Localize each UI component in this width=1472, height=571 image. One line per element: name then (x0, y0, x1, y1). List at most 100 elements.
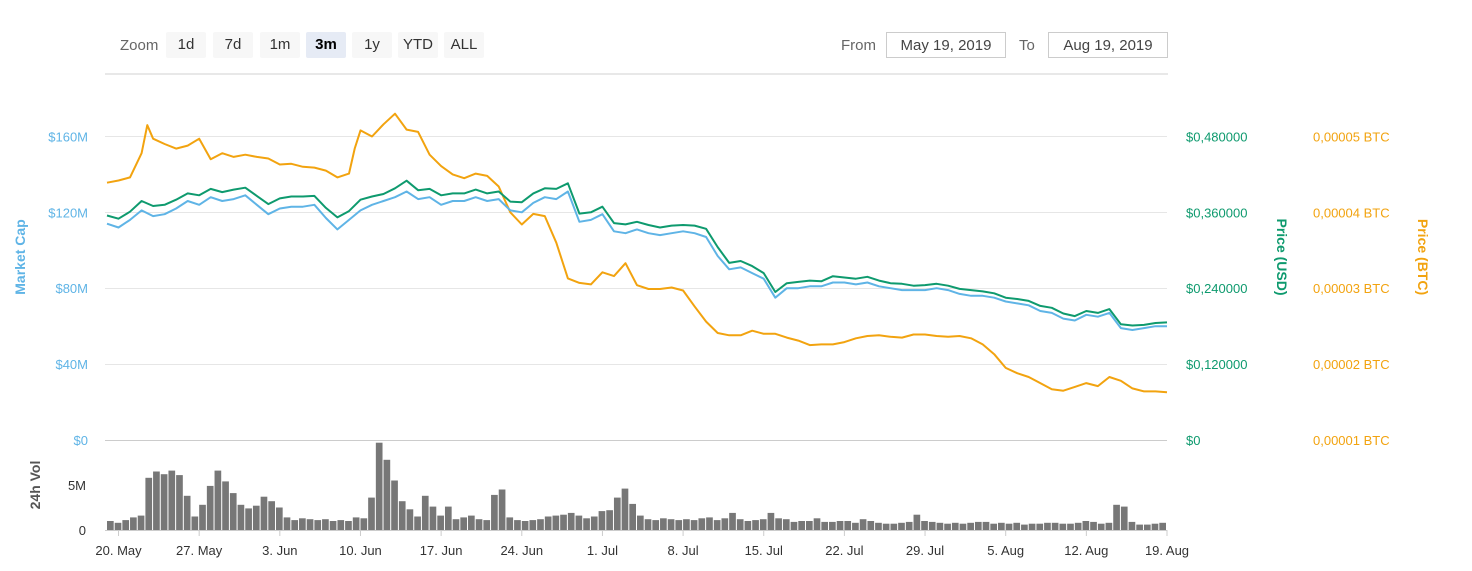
volume-bar (714, 520, 721, 530)
volume-bar (775, 518, 782, 530)
volume-bar (130, 517, 137, 530)
volume-bar (522, 521, 529, 530)
volume-bar (276, 508, 283, 531)
volume-bar (514, 520, 521, 530)
volume-bar (867, 521, 874, 530)
volume-bar (898, 523, 905, 530)
volume-bar (499, 490, 506, 531)
x-tick-label: 12. Aug (1064, 543, 1108, 558)
volume-bar (729, 513, 736, 530)
price-usd-axis: $0 $0,120000 $0,240000 $0,360000 $0,480000 (1186, 129, 1247, 448)
volume-bar (768, 513, 775, 530)
x-tick-label: 10. Jun (339, 543, 382, 558)
volume-bar (1159, 523, 1166, 530)
volume-bar (207, 486, 214, 530)
x-tick-label: 24. Jun (500, 543, 543, 558)
volume-bar (906, 522, 913, 530)
volume-bar (245, 508, 252, 530)
volume-bar (614, 498, 621, 530)
volume-bar (606, 510, 613, 530)
volume-bar (783, 519, 790, 530)
volume-bar (737, 519, 744, 530)
volume-bar (337, 520, 344, 530)
price-btc-tick-label: 0,00004 BTC (1313, 205, 1390, 220)
volume-bar (122, 520, 129, 530)
volume-bar (1044, 523, 1051, 530)
volume-bar (1106, 523, 1113, 530)
volume-axis: 05M (68, 478, 86, 538)
volume-bar (384, 460, 391, 530)
volume-bar (599, 511, 606, 530)
x-tick-label: 1. Jul (587, 543, 618, 558)
price-usd-tick-label: $0 (1186, 433, 1200, 448)
price-lines (107, 114, 1167, 393)
market-cap-axis-title: Market Cap (12, 219, 28, 294)
volume-bar (875, 523, 882, 530)
x-tick-label: 22. Jul (825, 543, 863, 558)
volume-bar (652, 520, 659, 530)
volume-bar (622, 489, 629, 530)
volume-bar (353, 517, 360, 530)
volume-bar (1036, 524, 1043, 530)
volume-bar (860, 519, 867, 530)
volume-bar (629, 504, 636, 530)
volume-bar (837, 521, 844, 530)
volume-bar (921, 521, 928, 530)
volume-bar (844, 521, 851, 530)
market-cap-tick-label: $40M (55, 357, 88, 372)
volume-bars (107, 443, 1166, 530)
volume-bar (360, 518, 367, 530)
volume-bar (591, 517, 598, 531)
volume-bar (314, 520, 321, 530)
volume-bar (745, 521, 752, 530)
volume-bar (330, 521, 337, 530)
volume-bar (491, 495, 498, 530)
volume-bar (706, 517, 713, 530)
volume-bar (1059, 524, 1066, 530)
volume-bar (407, 509, 414, 530)
volume-bar (145, 478, 152, 530)
x-tick-label: 17. Jun (420, 543, 463, 558)
price-usd-tick-label: $0,240000 (1186, 281, 1247, 296)
volume-bar (1083, 521, 1090, 530)
volume-bar (1144, 525, 1151, 530)
volume-bar (560, 515, 567, 530)
volume-bar (553, 516, 560, 530)
volume-bar (153, 472, 160, 531)
volume-tick-label: 0 (79, 523, 86, 538)
volume-bar (468, 516, 475, 530)
volume-bar (1052, 523, 1059, 530)
volume-bar (675, 520, 682, 530)
volume-bar (176, 475, 183, 530)
price-usd-tick-label: $0,480000 (1186, 129, 1247, 144)
volume-bar (537, 519, 544, 530)
x-tick-label: 5. Aug (987, 543, 1024, 558)
price-usd-tick-label: $0,120000 (1186, 357, 1247, 372)
volume-bar (345, 521, 352, 530)
volume-bar (937, 523, 944, 530)
volume-bar (437, 516, 444, 530)
volume-bar (944, 524, 951, 530)
volume-bar (929, 522, 936, 530)
volume-bar (284, 517, 291, 530)
volume-bar (791, 522, 798, 530)
volume-bar (483, 520, 490, 530)
volume-bar (399, 501, 406, 530)
volume-bar (414, 517, 421, 531)
grid-lines (105, 137, 1167, 531)
volume-bar (660, 518, 667, 530)
volume-bar (1121, 507, 1128, 530)
price-chart[interactable]: $0$40M$80M$120M$160M $0$0,120000$0,24000… (0, 0, 1472, 571)
volume-bar (261, 497, 268, 530)
volume-bar (506, 517, 513, 530)
volume-bar (798, 521, 805, 530)
market-cap-tick-label: $80M (55, 281, 88, 296)
volume-bar (199, 505, 206, 530)
volume-bar (107, 521, 114, 530)
volume-bar (645, 519, 652, 530)
volume-bar (668, 519, 675, 530)
volume-bar (1075, 523, 1082, 530)
volume-bar (391, 481, 398, 531)
volume-bar (545, 517, 552, 531)
price_usd-line (107, 181, 1167, 326)
